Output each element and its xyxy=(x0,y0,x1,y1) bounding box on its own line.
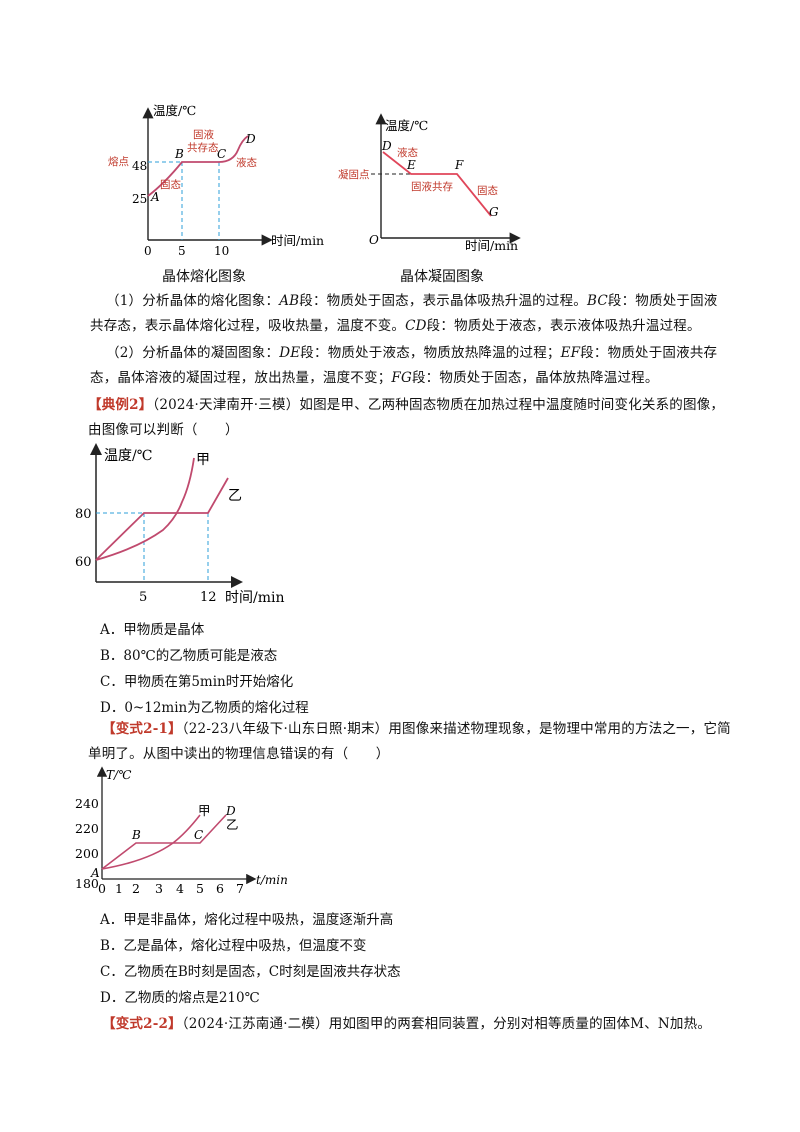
variant21-option-c: C．乙物质在B时刻是固态，C时刻是固液共存状态 xyxy=(100,964,401,980)
freezing-point-label: 凝固点 xyxy=(338,169,370,181)
freezing-caption: 晶体凝固图象 xyxy=(400,269,484,285)
example2-chart: 温度/℃ 时间/min 80 60 5 12 甲 乙 xyxy=(75,443,285,606)
x-axis-label: t/min xyxy=(256,873,288,887)
y-axis-label: T/℃ xyxy=(106,768,132,782)
series-jia-curve xyxy=(101,814,201,870)
solid-label: 固态 xyxy=(477,184,498,197)
x-axis-label: 时间/min xyxy=(271,233,324,248)
series-yi-curve xyxy=(101,814,227,870)
coexist-label-2: 共存态 xyxy=(187,141,219,154)
series-yi-label: 乙 xyxy=(226,817,239,832)
point-d: D xyxy=(381,139,392,153)
variant21-option-d: D．乙物质的熔点是210℃ xyxy=(100,990,260,1006)
x-tick-0: 0 xyxy=(98,881,106,896)
y-tick-200: 200 xyxy=(75,846,99,861)
y-axis-label: 温度/℃ xyxy=(385,118,428,133)
y-tick-240: 240 xyxy=(75,796,99,811)
x-ticks: 0 1 2 3 4 5 6 7 xyxy=(98,881,244,896)
y-axis-label: 温度/℃ xyxy=(104,448,152,464)
y-tick-80: 80 xyxy=(75,507,92,522)
point-f: F xyxy=(454,158,464,172)
variant21-question: 【变式2-1】（22-23八年级下·山东日照·期末）用图像来描述物理现象，是物理… xyxy=(88,721,731,762)
liquid-label: 液态 xyxy=(236,156,257,169)
x-tick-6: 6 xyxy=(216,881,224,896)
y-tick-48: 48 xyxy=(132,159,147,173)
x-tick-5: 5 xyxy=(139,590,147,605)
series-yi-curve xyxy=(95,477,229,561)
point-b: B xyxy=(174,147,184,161)
coexist-label: 固液共存 xyxy=(411,180,453,193)
variant21-option-b: B．乙是晶体，熔化过程中吸热，但温度不变 xyxy=(100,938,367,954)
point-g: G xyxy=(489,205,499,219)
point-b: B xyxy=(131,828,141,842)
point-d: D xyxy=(245,132,256,146)
point-d: D xyxy=(225,804,236,818)
series-jia-curve xyxy=(95,457,195,561)
x-tick-7: 7 xyxy=(236,881,244,896)
variant21-chart: T/℃ t/min 240 220 200 180 0 1 2 3 4 5 6 … xyxy=(75,766,288,896)
point-c: C xyxy=(194,828,203,842)
variant21-tag: 【变式2-1】 xyxy=(102,721,182,737)
point-e: E xyxy=(406,158,416,172)
y-tick-25: 25 xyxy=(132,192,147,206)
series-jia-label: 甲 xyxy=(198,803,211,818)
liquid-label: 液态 xyxy=(397,146,418,159)
analysis-freezing: （2）分析晶体的凝固图象：DE段：物质处于液态，物质放热降温的过程；EF段：物质… xyxy=(90,345,718,386)
y-tick-180: 180 xyxy=(75,876,99,891)
x-tick-1: 1 xyxy=(115,881,123,896)
y-axis-label: 温度/℃ xyxy=(153,103,196,118)
y-tick-60: 60 xyxy=(75,555,92,570)
melting-curve xyxy=(147,135,249,197)
example2-option-b: B．80℃的乙物质可能是液态 xyxy=(100,648,278,664)
origin-label: O xyxy=(369,233,379,247)
example2-option-c: C．甲物质在第5min时开始熔化 xyxy=(100,674,294,690)
example2-question: 【典例2】（2024·天津南开·三模）如图是甲、乙两种固态物质在加热过程中温度随… xyxy=(88,397,725,438)
variant21-option-a: A．甲是非晶体，熔化过程中吸热，温度逐渐升高 xyxy=(100,912,394,928)
example2-option-d: D．0~12min为乙物质的熔化过程 xyxy=(100,700,309,716)
x-tick-3: 3 xyxy=(155,881,163,896)
point-a: A xyxy=(90,866,100,880)
freezing-graph: 温度/℃ 时间/min O 凝固点 D E F G 液态 固液共存 固态 xyxy=(338,113,521,252)
series-jia-label: 甲 xyxy=(196,452,210,468)
melting-caption: 晶体熔化图象 xyxy=(162,269,246,285)
variant22-tag: 【变式2-2】 xyxy=(102,1016,182,1032)
solid-label: 固态 xyxy=(160,178,181,191)
point-c: C xyxy=(217,147,226,161)
series-yi-label: 乙 xyxy=(228,488,242,504)
point-a: A xyxy=(150,190,160,204)
analysis-melting: （1）分析晶体的熔化图象：AB段：物质处于固态，表示晶体吸热升温的过程。BC段：… xyxy=(90,293,718,334)
x-tick-5: 5 xyxy=(196,881,204,896)
x-tick-10: 10 xyxy=(214,244,229,258)
x-tick-5: 5 xyxy=(178,244,186,258)
x-axis-label: 时间/min xyxy=(465,238,518,252)
coexist-label-1: 固液 xyxy=(193,128,214,141)
x-axis-label: 时间/min xyxy=(225,590,285,606)
example2-tag: 【典例2】 xyxy=(88,397,153,413)
origin-label: 0 xyxy=(144,244,152,258)
x-tick-2: 2 xyxy=(132,881,140,896)
x-tick-12: 12 xyxy=(200,590,217,605)
variant22-question: 【变式2-2】（2024·江苏南通·二模）用如图甲的两套相同装置，分别对相等质量… xyxy=(102,1016,712,1032)
melting-point-label: 熔点 xyxy=(108,155,129,168)
freezing-curve xyxy=(382,151,492,217)
melting-graph: 温度/℃ 时间/min 0 5 10 48 25 熔点 A B C D 固态 固… xyxy=(108,103,324,258)
x-tick-4: 4 xyxy=(176,881,184,896)
y-tick-220: 220 xyxy=(75,821,99,836)
example2-option-a: A．甲物质是晶体 xyxy=(100,622,205,638)
